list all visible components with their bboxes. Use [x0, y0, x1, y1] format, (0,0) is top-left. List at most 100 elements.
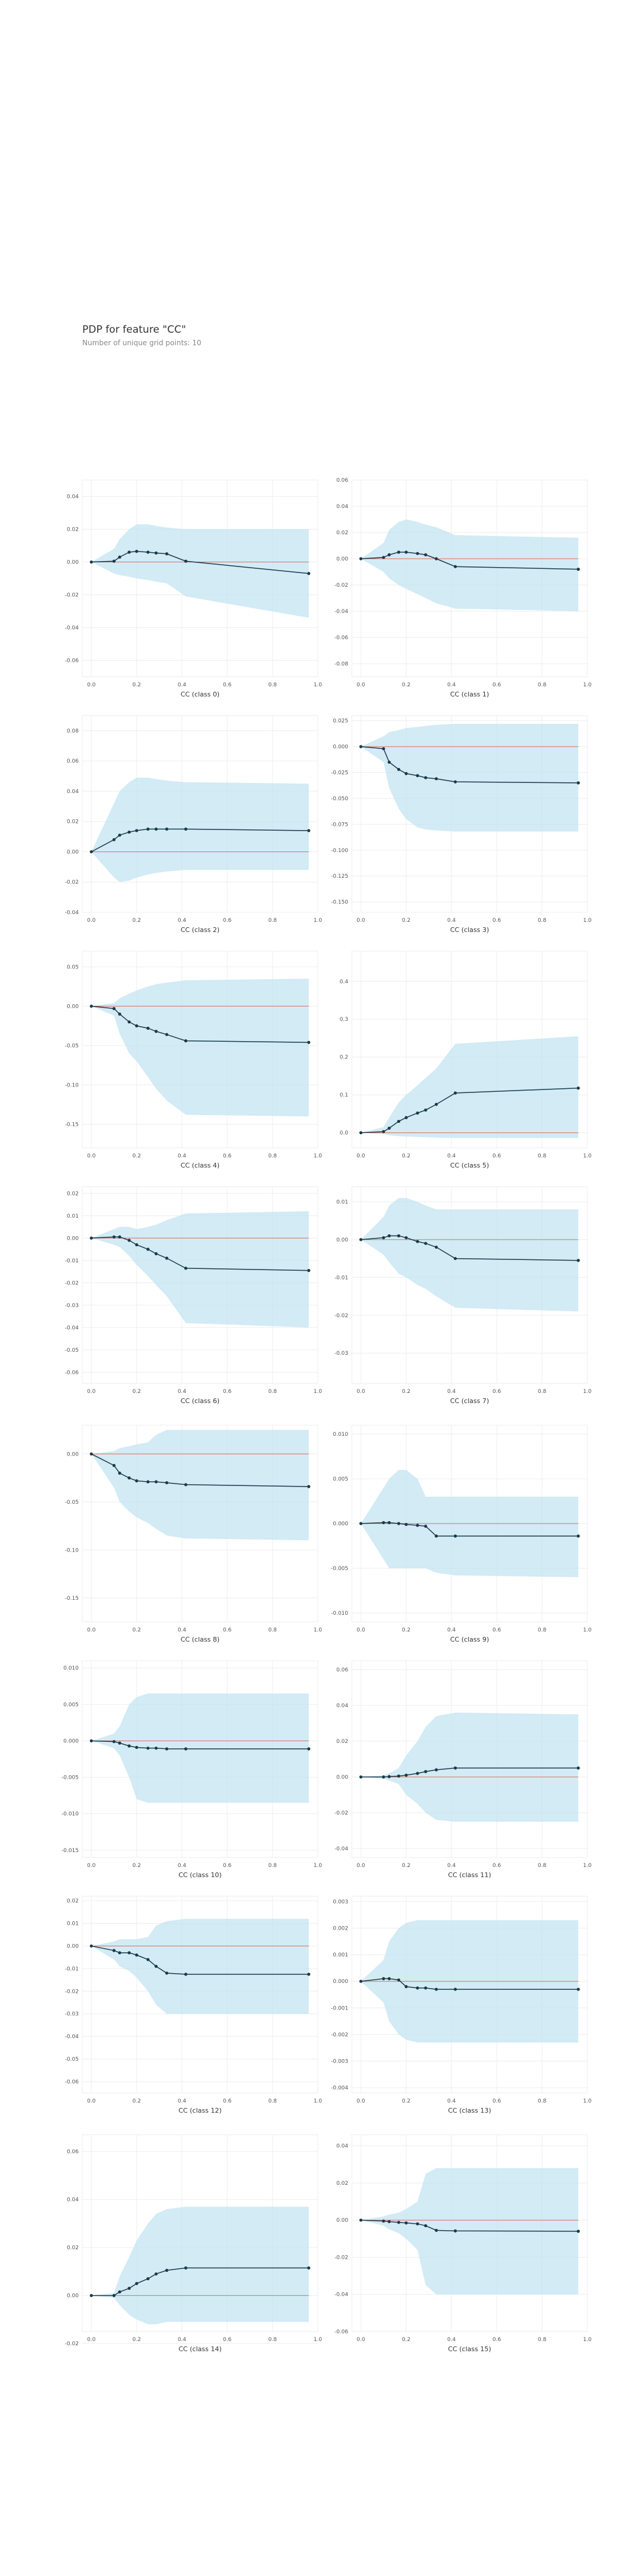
pdp-point [382, 1977, 385, 1980]
pdp-point [388, 1775, 391, 1778]
x-axis-label: CC (class 13) [448, 2107, 491, 2114]
pdp-line [91, 1945, 309, 1975]
x-tick-label: 0.0 [357, 1153, 366, 1159]
pdp-point [118, 833, 122, 837]
x-tick-label: 0.4 [447, 918, 456, 924]
pdp-point [307, 1973, 311, 1976]
x-axis-label: CC (class 2) [181, 926, 219, 934]
pdp-line [361, 1235, 578, 1261]
pdp-point [118, 2290, 122, 2294]
x-axis-label: CC (class 3) [450, 926, 489, 934]
pdp-point [307, 572, 311, 575]
x-tick-label: 0.0 [87, 2337, 96, 2343]
pdp-point [146, 1247, 150, 1251]
x-tick-label: 0.4 [178, 1863, 187, 1869]
pdp-point [397, 2221, 401, 2224]
x-axis-label: CC (class 4) [181, 1162, 219, 1169]
pdp-point [128, 1744, 131, 1748]
pdp-point [404, 2221, 408, 2225]
x-tick-label: 0.2 [132, 1153, 141, 1159]
y-tick-label: -0.05 [65, 2057, 79, 2063]
x-tick-label: 0.0 [87, 1863, 96, 1869]
pdp-line [361, 1087, 578, 1134]
x-axis-label: CC (class 7) [450, 1397, 489, 1405]
y-tick-label: 0.00 [67, 1451, 79, 1457]
x-tick-label: 0.0 [87, 918, 96, 924]
pdp-point [382, 556, 385, 559]
confidence-band [361, 519, 578, 611]
x-tick-label: 1.0 [314, 2098, 323, 2104]
x-tick-label: 0.6 [493, 682, 501, 688]
pdp-point [184, 2266, 188, 2270]
x-tick-label: 0.6 [223, 1863, 232, 1869]
pdp-point [359, 2218, 363, 2222]
x-tick-label: 0.6 [493, 1863, 501, 1869]
pdp-point [397, 1119, 401, 1123]
y-tick-label: 0.01 [67, 1921, 79, 1927]
y-tick-label: -0.03 [65, 1303, 79, 1309]
pdp-line [361, 1522, 578, 1537]
x-tick-label: 0.2 [402, 2337, 410, 2343]
pdp-point [307, 1747, 311, 1751]
pdp-point [135, 1953, 138, 1957]
x-tick-label: 0.4 [447, 1389, 456, 1395]
x-tick-label: 0.6 [223, 1627, 232, 1633]
pdp-point [359, 1775, 363, 1779]
x-axis-label: CC (class 12) [178, 2107, 221, 2114]
y-tick-label: 0.001 [333, 1952, 348, 1958]
pdp-point [184, 1973, 188, 1976]
pdp-point [435, 557, 438, 561]
x-tick-label: 1.0 [314, 1627, 323, 1633]
pdp-chart-11: 0.0 0.2 0.4 0.6 0.8 1.0 0.06 0.04 0.02 0.00 -0.02 -… [335, 1660, 592, 1879]
pdp-point [307, 1485, 311, 1488]
pdp-point [135, 1243, 138, 1247]
confidence-band [361, 1036, 578, 1138]
y-tick-label: -0.01 [65, 1258, 79, 1264]
y-tick-label: 0.00 [67, 1236, 79, 1241]
x-axis-label: CC (class 10) [178, 1871, 221, 1879]
pdp-point [135, 1479, 138, 1482]
x-tick-label: 0.2 [402, 2098, 410, 2104]
y-tick-label: 0.04 [336, 504, 348, 510]
y-tick-label: -0.03 [335, 1351, 348, 1357]
pdp-point [397, 1522, 401, 1525]
y-tick-label: -0.02 [65, 593, 79, 599]
y-tick-label: -0.04 [335, 609, 349, 615]
pdp-point [165, 1481, 169, 1485]
x-tick-label: 0.6 [223, 682, 232, 688]
x-tick-label: 1.0 [583, 2098, 592, 2104]
pdp-point [388, 2220, 391, 2224]
x-tick-label: 1.0 [314, 1863, 323, 1869]
pdp-point [397, 550, 401, 554]
pdp-line [361, 552, 578, 570]
confidence-band [361, 1198, 578, 1312]
y-tick-label: -0.005 [61, 1775, 79, 1781]
y-tick-label: -0.010 [61, 1812, 79, 1818]
x-tick-label: 0.4 [178, 918, 187, 924]
pdp-point [307, 1269, 311, 1272]
pdp-point [128, 1020, 131, 1024]
pdp-point [453, 2229, 457, 2233]
y-tick-label: 0.04 [336, 2144, 348, 2150]
pdp-point [135, 1745, 138, 1750]
page-subtitle: Number of unique grid points: 10 [82, 339, 202, 347]
y-tick-label: -0.04 [335, 1846, 349, 1852]
x-tick-label: 0.0 [357, 2337, 366, 2343]
pdp-point [184, 1747, 188, 1751]
pdp-line [91, 1005, 309, 1043]
pdp-point [416, 774, 419, 778]
pdp-point [165, 1256, 169, 1260]
pdp-point [112, 1949, 116, 1952]
pdp-point [416, 2222, 419, 2226]
pdp-point [416, 1772, 419, 1775]
pdp-point [128, 1239, 131, 1242]
x-tick-label: 0.0 [357, 1627, 366, 1633]
y-tick-label: -0.04 [65, 2034, 79, 2040]
x-tick-label: 0.4 [447, 1627, 456, 1633]
x-tick-label: 1.0 [583, 1153, 592, 1159]
y-tick-label: -0.005 [331, 1566, 348, 1572]
y-tick-label: 0.01 [67, 1213, 79, 1219]
pdp-point [424, 553, 428, 557]
x-tick-label: 0.2 [402, 1627, 410, 1633]
pdp-point [89, 1004, 93, 1008]
